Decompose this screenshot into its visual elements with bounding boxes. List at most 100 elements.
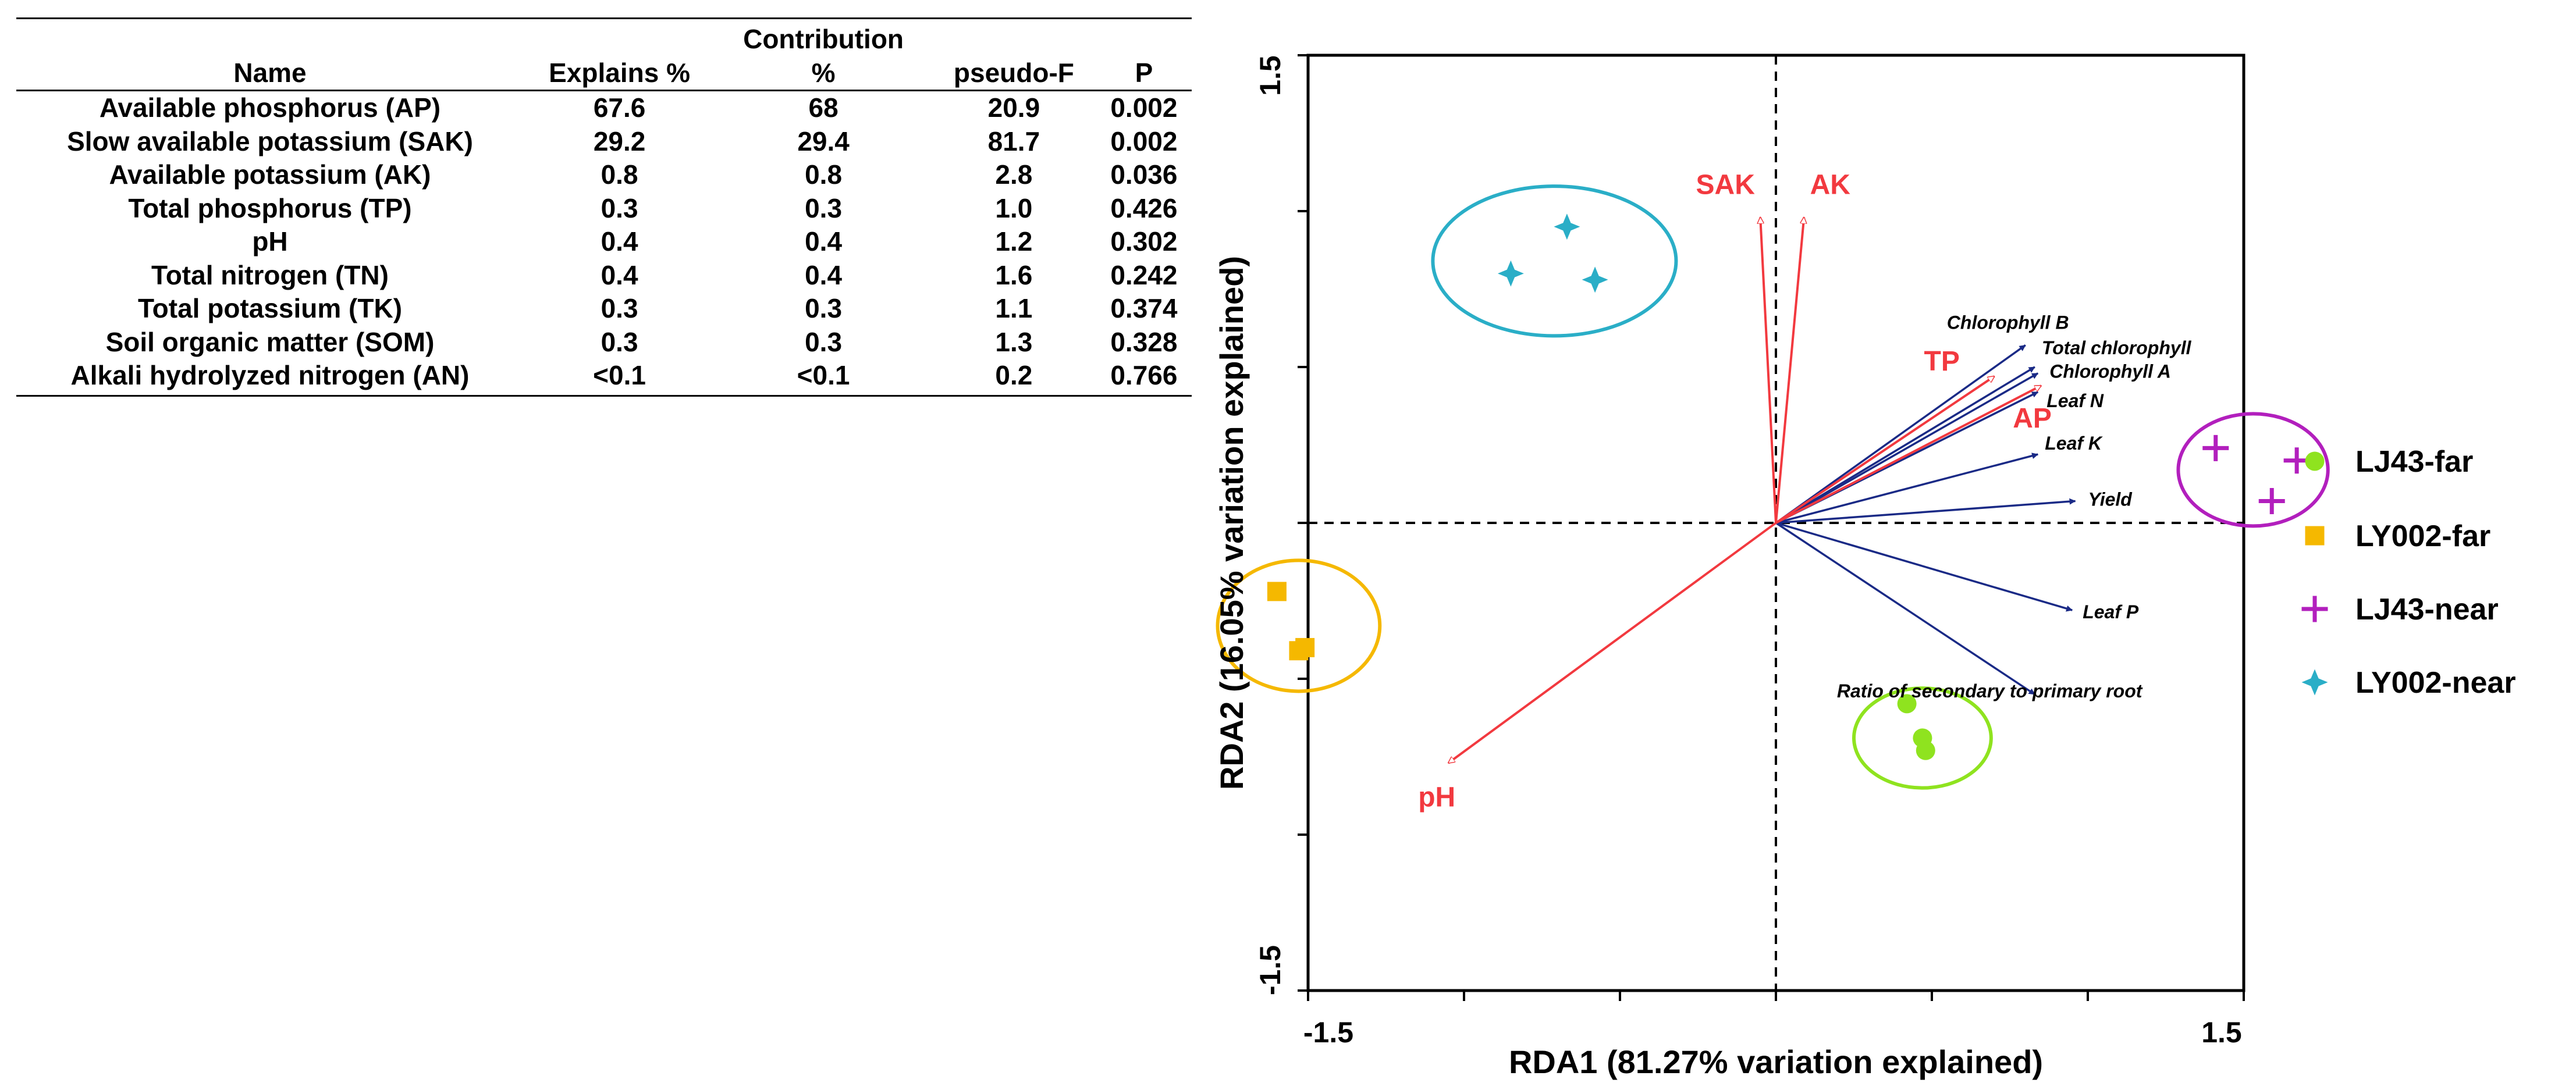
response-arrow	[1775, 498, 2076, 524]
table-cell: 29.2	[593, 126, 646, 156]
table-cell: 1.0	[995, 193, 1033, 223]
table-cell: <0.1	[524, 359, 716, 397]
env-label: SAK	[1696, 170, 1756, 201]
table-cell: 0.426	[1110, 193, 1178, 223]
table-row: Total potassium (TK) 0.3 0.3 1.1 0.374	[16, 292, 1192, 326]
response-arrow	[1775, 453, 2039, 524]
response-labels: Chlorophyll B Total chlorophyll Chlorophyl…	[1837, 312, 2192, 701]
table-cell: Total phosphorus (TP)	[128, 193, 412, 223]
table-cell: <0.1	[715, 359, 932, 397]
legend-label: LY002-far	[2355, 519, 2490, 553]
table-cell: 0.4	[805, 226, 843, 257]
legend-marker	[2305, 451, 2325, 471]
ellipse-ly002-near	[1431, 184, 1678, 338]
point-ly002-near	[1582, 266, 1608, 293]
group-ellipses	[1216, 184, 2330, 790]
point-ly002-near	[1497, 260, 1524, 287]
table-cell: 0.328	[1110, 326, 1178, 357]
response-arrow	[1775, 522, 2035, 696]
point-lj43-far	[1897, 694, 1917, 714]
table-cell: Alkali hydrolyzed nitrogen (AN)	[16, 359, 524, 397]
legend: LJ43-far LY002-far LJ43-near LY002-near	[2301, 445, 2516, 700]
table-cell: 0.3	[601, 326, 638, 357]
table-cell: 68	[808, 92, 838, 123]
legend-marker	[2301, 669, 2328, 696]
table-cell: 0.3	[601, 293, 638, 323]
sample-points	[1267, 213, 2310, 760]
response-label: Chlorophyll B	[1947, 312, 2069, 333]
table-header-cell	[932, 17, 1096, 56]
table-cell: Available phosphorus (AP)	[99, 92, 441, 123]
table-header-cell: Explains %	[524, 56, 716, 91]
table-cell: 0.3	[601, 193, 638, 223]
response-arrow	[1775, 344, 2026, 524]
table-cell: 0.8	[805, 159, 843, 190]
table-header-cell: Name	[16, 56, 524, 91]
table-row: Alkali hydrolyzed nitrogen (AN) <0.1 <0.…	[16, 359, 1192, 397]
table-header-cell	[524, 17, 716, 56]
table-cell: 20.9	[987, 92, 1040, 123]
y-tick-label-max: 1.5	[1254, 55, 1287, 96]
table-header-cell	[1096, 17, 1192, 56]
table-cell: 67.6	[593, 92, 646, 123]
env-label: pH	[1418, 782, 1455, 813]
table-cell: 0.8	[601, 159, 638, 190]
table-cell: 0.3	[805, 293, 843, 323]
table-row: Soil organic matter (SOM) 0.3 0.3 1.3 0.…	[16, 326, 1192, 359]
table-cell: 1.2	[995, 226, 1033, 257]
environment-arrows	[1448, 218, 2041, 764]
table-cell: 0.4	[601, 259, 638, 290]
table-cell: 0.002	[1110, 126, 1178, 156]
table-cell: 0.374	[1110, 293, 1178, 323]
table-cell: Soil organic matter (SOM)	[105, 326, 435, 357]
point-ly002-near	[1554, 213, 1580, 240]
table-cell: 0.2	[932, 359, 1096, 397]
table-cell: 0.4	[601, 226, 638, 257]
ellipse-lj43-far	[1852, 686, 1993, 790]
table-cell: 0.036	[1110, 159, 1178, 190]
x-tick-label-max: 1.5	[2201, 1016, 2242, 1049]
legend-marker	[2305, 526, 2325, 546]
table-cell: Slow available potassium (SAK)	[67, 126, 473, 156]
response-label: Leaf K	[2045, 433, 2104, 454]
table-cell: 0.3	[805, 193, 843, 223]
env-arrow	[1775, 375, 1994, 524]
point-ly002-far	[1295, 637, 1315, 657]
table-cell: Available potassium (AK)	[109, 159, 431, 190]
table-row: Slow available potassium (SAK) 29.2 29.4…	[16, 125, 1192, 159]
response-label: Leaf P	[2083, 601, 2139, 622]
response-label: Yield	[2088, 489, 2133, 510]
table-header-cell: Contribution	[715, 17, 932, 56]
table-row: Total phosphorus (TP) 0.3 0.3 1.0 0.426	[16, 192, 1192, 226]
env-label: AP	[2013, 403, 2052, 434]
table-cell: 0.766	[1096, 359, 1192, 397]
table-header-cell: pseudo-F	[932, 56, 1096, 91]
table-cell: 0.002	[1110, 92, 1178, 123]
table-row: Available phosphorus (AP) 67.6 68 20.9 0…	[16, 91, 1192, 125]
rda-statistics-table: Contribution Name Explains % % pseudo-F …	[16, 17, 1192, 397]
table-cell: Total potassium (TK)	[137, 293, 403, 323]
response-arrow	[1775, 522, 2073, 612]
statistics-table-container: Contribution Name Explains % % pseudo-F …	[16, 17, 1192, 397]
table-header-row: Name Explains % % pseudo-F P	[16, 56, 1192, 91]
table-cell: 2.8	[995, 159, 1033, 190]
table-cell: pH	[252, 226, 288, 257]
point-lj43-near	[2202, 434, 2229, 461]
response-label: Chlorophyll A	[2049, 361, 2171, 382]
env-arrow	[1760, 218, 1777, 523]
env-arrow	[1775, 218, 1804, 523]
point-ly002-far	[1267, 582, 1287, 601]
legend-label: LJ43-near	[2355, 593, 2499, 626]
response-label: Total chlorophyll	[2042, 337, 2192, 358]
legend-marker	[2301, 596, 2328, 622]
table-header-cell: P	[1096, 56, 1192, 91]
y-axis-title: RDA2 (16.05% variation explained)	[1213, 256, 1250, 790]
ellipse-lj43-near	[2176, 412, 2330, 528]
legend-label: LJ43-far	[2355, 445, 2473, 479]
response-arrow	[1775, 366, 2035, 524]
point-lj43-far	[1916, 740, 1935, 760]
table-row: Available potassium (AK) 0.8 0.8 2.8 0.0…	[16, 158, 1192, 192]
env-label: TP	[1924, 346, 1960, 377]
table-cell: 0.4	[805, 259, 843, 290]
